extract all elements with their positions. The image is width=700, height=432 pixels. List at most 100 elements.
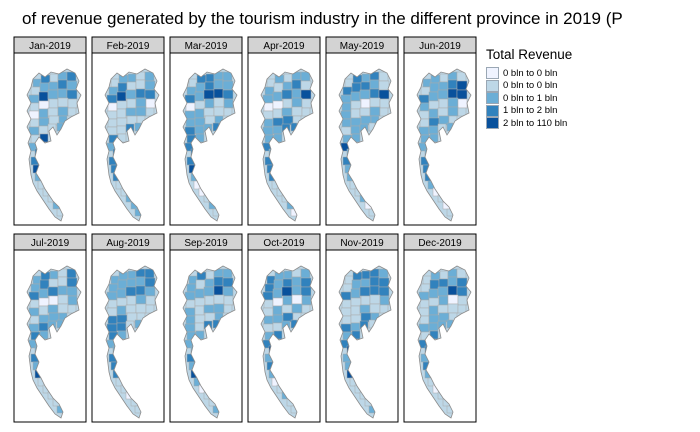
province-shape <box>438 295 449 306</box>
province-shape <box>204 278 215 288</box>
province-shape <box>359 304 371 314</box>
province-shape <box>419 315 430 325</box>
province-shape <box>291 106 303 117</box>
province-shape <box>341 102 352 112</box>
province-shape <box>66 80 78 91</box>
province-shape <box>428 322 439 332</box>
province-shape <box>378 89 390 100</box>
legend-item: 2 bln to 110 bln <box>486 117 572 130</box>
province-shape <box>359 286 371 297</box>
province-shape <box>428 314 440 324</box>
province-shape <box>203 286 215 297</box>
province-shape <box>342 283 353 293</box>
province-shape <box>38 125 49 135</box>
province-shape <box>127 270 137 280</box>
province-shape <box>369 79 380 90</box>
legend-swatch <box>486 67 499 80</box>
province-shape <box>341 299 352 309</box>
province-shape <box>350 91 361 102</box>
province-shape <box>222 80 234 91</box>
province-shape <box>369 106 381 117</box>
province-shape <box>125 304 137 314</box>
province-shape <box>145 98 156 109</box>
province-shape <box>272 314 284 324</box>
province-shape <box>38 108 49 119</box>
province-shape <box>456 89 468 100</box>
province-shape <box>281 286 293 297</box>
province-shape <box>126 81 137 91</box>
province-shape <box>437 89 449 100</box>
province-shape <box>125 89 137 100</box>
province-shape <box>125 286 137 297</box>
province-shape <box>144 71 155 82</box>
province-shape <box>378 277 390 288</box>
province-shape <box>360 278 371 288</box>
province-shape <box>281 107 293 117</box>
province-shape <box>116 297 128 307</box>
province-shape <box>361 73 371 83</box>
legend-label: 0 bln to 1 bln <box>503 92 558 104</box>
province-shape <box>281 89 293 100</box>
province-shape <box>135 294 147 305</box>
province-shape <box>361 270 371 280</box>
province-shape <box>272 322 283 332</box>
province-shape <box>263 118 274 128</box>
province-shape <box>194 322 205 332</box>
province-shape <box>145 304 155 314</box>
province-shape <box>369 294 381 305</box>
province-shape <box>263 102 274 112</box>
province-shape <box>223 304 233 314</box>
province-shape <box>195 279 206 290</box>
province-shape <box>359 89 371 100</box>
province-shape <box>300 89 312 100</box>
province-shape <box>204 81 215 91</box>
facet-panel: Nov-2019 <box>325 233 399 423</box>
province-shape <box>38 117 50 127</box>
province-shape <box>108 283 119 293</box>
province-shape <box>369 276 380 287</box>
legend-swatch <box>486 104 499 117</box>
facet-panel: Sep-2019 <box>169 233 243 423</box>
province-shape <box>29 102 40 112</box>
province-shape <box>291 276 302 287</box>
province-shape <box>222 71 233 82</box>
legend-label: 0 bln to 0 bln <box>503 67 558 79</box>
province-shape <box>369 285 380 296</box>
province-shape <box>194 117 206 127</box>
province-shape <box>447 276 458 287</box>
province-shape <box>447 303 459 314</box>
province-map <box>260 68 316 222</box>
province-shape <box>67 107 77 117</box>
province-shape <box>379 304 389 314</box>
province-shape <box>428 297 440 307</box>
province-map <box>416 265 472 419</box>
province-shape <box>57 106 69 117</box>
province-shape <box>126 98 137 109</box>
province-shape <box>300 80 312 91</box>
province-shape <box>204 98 215 109</box>
province-shape <box>419 118 430 128</box>
province-shape <box>116 108 127 119</box>
province-shape <box>39 279 50 290</box>
province-shape <box>447 97 459 108</box>
province-shape <box>186 86 197 96</box>
province-shape <box>116 91 127 102</box>
province-shape <box>30 283 41 293</box>
province-shape <box>419 102 430 112</box>
province-shape <box>379 295 390 306</box>
province-shape <box>428 288 439 299</box>
province-shape <box>447 79 458 90</box>
province-map <box>260 265 316 419</box>
province-shape <box>457 295 468 306</box>
province-shape <box>67 98 78 109</box>
province-shape <box>38 314 50 324</box>
province-shape <box>272 100 284 110</box>
province-shape <box>185 299 196 309</box>
province-shape <box>300 277 312 288</box>
province-shape <box>222 89 234 100</box>
province-shape <box>47 286 59 297</box>
province-shape <box>194 305 205 316</box>
province-shape <box>291 303 303 314</box>
province-shape <box>283 73 293 83</box>
province-shape <box>360 81 371 91</box>
